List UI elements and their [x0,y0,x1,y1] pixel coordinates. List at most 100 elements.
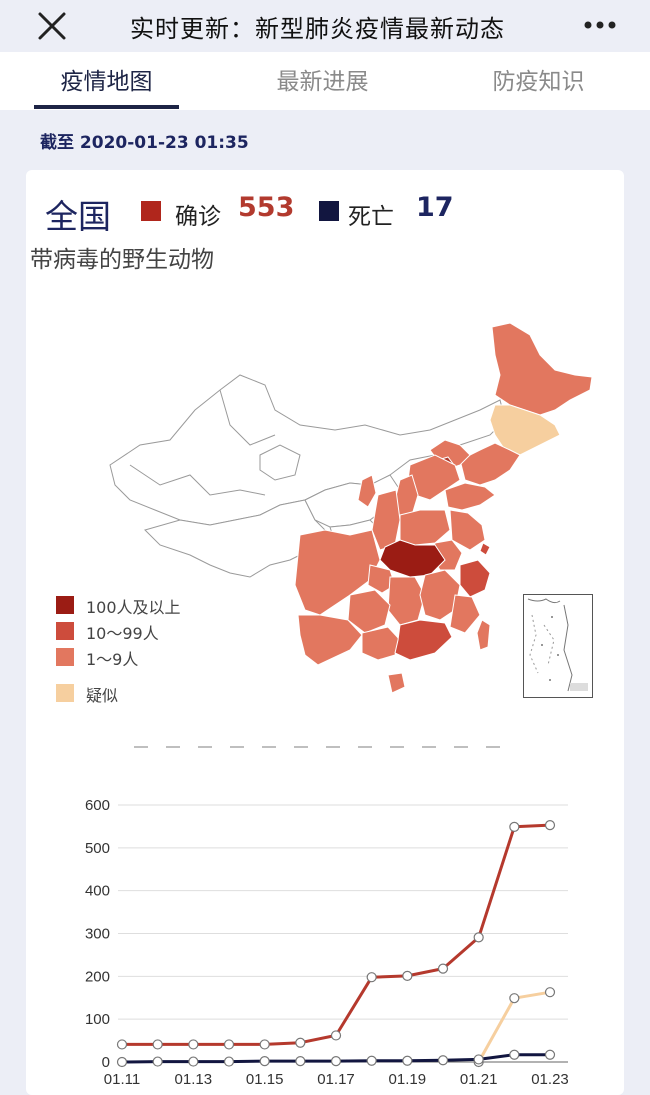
legend-label: 疑似 [86,686,119,705]
map-provinces [294,322,593,694]
x-tick-label: 01.15 [246,1071,284,1088]
section-divider [134,746,514,748]
province-heilongjiang [491,322,593,416]
legend-label: 10〜99人 [86,624,159,643]
y-tick-label: 300 [85,926,110,943]
legend-swatch [56,648,74,666]
province-hubei [379,539,446,578]
legend-swatch [56,684,74,702]
death-swatch [319,201,339,221]
legend-label: 100人及以上 [86,598,181,617]
legend-item-suspected: 疑似 [56,680,216,705]
x-tick-label: 01.21 [460,1071,498,1088]
y-tick-label: 200 [85,968,110,985]
tab-epidemic-map[interactable]: 疫情地图 [60,69,153,95]
province-jiangxi [419,569,461,621]
china-map [109,322,593,694]
data-point [402,1055,413,1066]
tab-latest-progress[interactable]: 最新进展 [276,69,369,95]
south-china-sea-inset [523,594,593,698]
x-tick-label: 01.19 [389,1071,427,1088]
as-of-timestamp: 截至 2020-01-23 01:35 [40,133,249,153]
y-tick-label: 400 [85,883,110,900]
x-tick-label: 01.23 [531,1071,569,1088]
confirmed-swatch [141,201,161,221]
province-hunan [387,576,426,626]
legend-item-10-99: 10〜99人 [56,618,216,643]
province-yunnan [297,614,363,666]
death-count: 17 [416,192,454,223]
data-point [473,1054,484,1065]
data-point [188,1039,199,1050]
province-liaoning [459,442,521,486]
legend-swatch [56,622,74,640]
y-tick-label: 100 [85,1011,110,1028]
data-point [366,1055,377,1066]
data-point [366,972,377,983]
data-point [509,1049,520,1060]
death-label: 死亡 [348,204,394,230]
data-point [152,1056,163,1067]
province-hainan [387,672,406,694]
chart-series [121,823,551,1064]
data-point [223,1056,235,1067]
y-tick-label: 600 [85,797,110,814]
region-label: 全国 [45,197,111,236]
province-shandong [444,482,496,511]
province-guangxi [361,626,401,661]
y-tick-label: 500 [85,840,110,857]
top-bar: 实时更新：新型肺炎疫情最新动态 [0,0,650,52]
data-point [473,932,484,943]
data-point [437,1055,449,1066]
data-point [509,993,520,1004]
province-jilin [489,404,561,456]
tab-bar: 疫情地图 最新进展 防疫知识 [0,52,650,110]
province-fujian [449,594,481,634]
x-tick-label: 01.17 [317,1071,355,1088]
series-line-0 [122,823,551,1046]
data-point [259,1039,270,1050]
legend-swatch [56,596,74,614]
data-point [330,1056,342,1067]
trend-chart: 0 100 200 300 400 500 600 01.11 01.13 01.15 01.17… [85,797,569,1088]
legend-label: 1〜9人 [86,650,139,669]
province-sichuan [294,529,381,616]
data-point [223,1039,235,1050]
data-point [259,1056,270,1067]
data-point [295,1056,306,1067]
data-point [188,1056,199,1067]
province-taiwan [476,619,491,651]
close-icon[interactable] [34,8,70,44]
more-icon[interactable] [578,10,622,40]
y-axis-labels: 0 100 200 300 400 500 600 [85,797,110,1071]
y-tick-label: 0 [102,1054,110,1071]
province-henan [399,509,451,546]
data-point [330,1030,342,1041]
province-zhejiang [459,559,491,598]
data-point [544,987,556,998]
confirmed-label: 确诊 [175,204,221,230]
data-point [116,1039,128,1050]
x-tick-label: 01.11 [104,1071,140,1088]
legend-item-1-9: 1〜9人 [56,644,216,669]
x-tick-label: 01.13 [175,1071,213,1088]
x-axis-labels: 01.11 01.13 01.15 01.17 01.19 01.21 01.23 [104,1071,569,1088]
chart-points [116,820,556,1068]
confirmed-count: 553 [238,192,295,223]
province-ningxia [357,474,377,508]
data-point [437,963,449,974]
province-guangdong [394,619,453,661]
data-point [402,970,413,982]
page-title: 实时更新：新型肺炎疫情最新动态 [130,15,505,43]
news-ticker: 带病毒的野生动物 [30,247,214,270]
data-point [544,1049,556,1060]
province-chongqing [367,564,396,594]
data-point [152,1039,163,1050]
province-shanghai [479,542,491,556]
data-point [544,820,556,831]
active-tab-indicator [34,105,179,109]
tab-prevention-knowledge[interactable]: 防疫知识 [492,69,585,95]
data-point [295,1037,306,1048]
data-point [509,821,520,832]
legend-item-100-plus: 100人及以上 [56,592,216,617]
